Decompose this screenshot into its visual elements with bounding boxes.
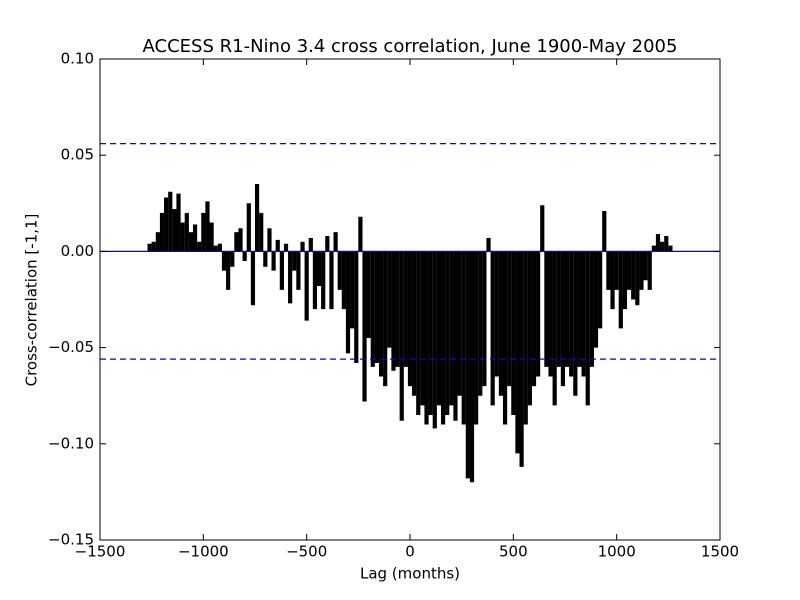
y-tick-label: −0.15 <box>48 531 94 549</box>
y-axis-label: Cross-correlation [-1,1] <box>23 214 41 387</box>
y-tick-label: 0.00 <box>61 242 94 260</box>
chart-title: ACCESS R1-Nino 3.4 cross correlation, Ju… <box>143 36 678 57</box>
y-tick-label: 0.05 <box>61 146 94 164</box>
x-tick-label: −500 <box>286 543 327 561</box>
x-tick-label: 1500 <box>701 543 739 561</box>
y-tick-label: 0.10 <box>61 50 94 68</box>
x-tick-label: 500 <box>499 543 528 561</box>
x-tick-label: 1000 <box>598 543 636 561</box>
x-axis-label: Lag (months) <box>360 565 460 583</box>
y-tick-label: −0.05 <box>48 338 94 356</box>
x-tick-label: −1000 <box>178 543 229 561</box>
y-tick-label: −0.10 <box>48 434 94 452</box>
x-tick-label: 0 <box>405 543 415 561</box>
x-tick-label: −1500 <box>75 543 126 561</box>
